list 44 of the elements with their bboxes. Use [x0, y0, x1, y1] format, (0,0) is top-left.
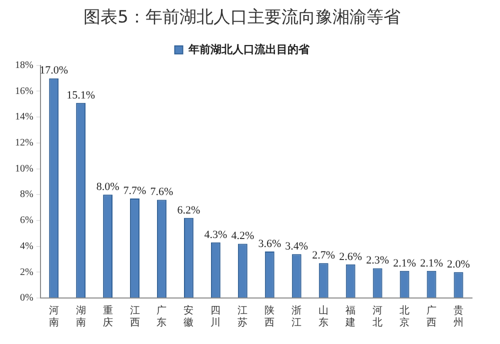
x-tick-label: 重庆: [102, 304, 113, 329]
x-tick-label: 湖南: [76, 304, 86, 329]
x-tick-label: 河南: [48, 304, 59, 329]
x-tick-label: 陕西: [264, 304, 275, 329]
y-tick-label: 6%: [20, 215, 34, 226]
y-tick-label: 18%: [14, 60, 34, 72]
x-tick-label: 四川: [210, 306, 221, 329]
x-tick-label: 江苏: [238, 304, 248, 329]
data-label: 7.7%: [123, 184, 146, 197]
data-label: 2.6%: [339, 250, 362, 263]
data-label: 2.7%: [312, 250, 336, 262]
data-label: 2.3%: [366, 254, 390, 267]
y-tick-label: 12%: [14, 138, 34, 149]
data-label: 4.3%: [204, 228, 228, 241]
chart-title: 图表5：年前湖北人口主要流向豫湘渝等省: [84, 8, 400, 28]
x-tick-label: 广东: [156, 304, 167, 329]
data-label: 3.4%: [285, 240, 308, 252]
x-tick-label: 山东: [318, 304, 329, 329]
data-label: 2.0%: [447, 258, 470, 271]
legend-label: 年前湖北人口流出目的省: [187, 42, 310, 56]
data-label: 2.1%: [393, 257, 416, 270]
data-label: 8.0%: [96, 181, 120, 194]
data-label: 15.1%: [66, 89, 96, 102]
data-label: 3.6%: [258, 238, 282, 250]
data-label: 2.1%: [420, 257, 443, 270]
x-tick-label: 贵州: [454, 304, 464, 329]
x-tick-label: 广西: [426, 304, 437, 329]
x-tick-label: 北京: [400, 304, 410, 329]
y-tick-label: 0%: [20, 292, 34, 304]
x-tick-label: 浙江: [292, 304, 302, 329]
x-tick-label: 安徽: [184, 304, 194, 329]
x-tick-label: 福建: [344, 304, 356, 329]
data-label: 6.2%: [177, 204, 200, 216]
y-tick-label: 10%: [14, 163, 34, 174]
y-tick-label: 2%: [20, 266, 34, 278]
data-label: 4.2%: [231, 230, 254, 242]
y-tick-label: 16%: [14, 86, 34, 97]
x-tick-label: 江西: [130, 304, 140, 329]
x-tick-label: 河北: [372, 304, 383, 329]
data-label: 7.6%: [150, 186, 174, 198]
y-tick-label: 4%: [20, 240, 34, 252]
data-label: 17.0%: [40, 64, 68, 77]
y-tick-label: 14%: [14, 112, 34, 123]
y-tick-label: 8%: [20, 189, 34, 200]
